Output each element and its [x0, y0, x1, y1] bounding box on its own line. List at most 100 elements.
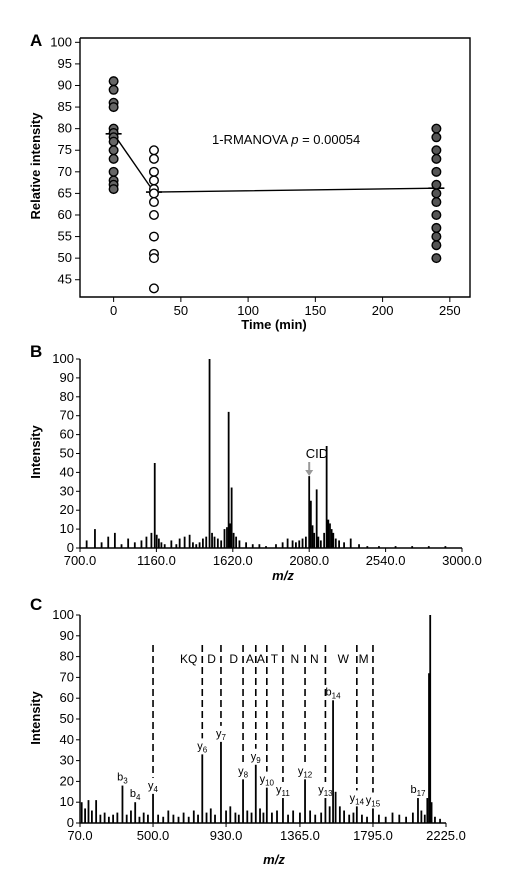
panel-c-ion-label: y11 — [276, 784, 290, 798]
panel-b-xtick-label: 3000.0 — [442, 553, 482, 568]
panel-c-ytick-label: 40 — [60, 732, 74, 747]
panel-c-ytick-label: 50 — [60, 711, 74, 726]
panel-b-ytick-label: 50 — [60, 446, 74, 461]
panel-a: A Relative intensity Time (min) 1-RMANOV… — [28, 31, 471, 332]
panel-b-ylabel: Intensity — [28, 425, 43, 479]
panel-c-ytick-label: 60 — [60, 690, 74, 705]
panel-b-ytick-label: 40 — [60, 464, 74, 479]
panel-b-xtick-label: 2080.0 — [289, 553, 329, 568]
panel-a-annotation: 1-RMANOVA p = 0.00054 — [212, 132, 360, 147]
panel-a-xtick-label: 100 — [237, 303, 259, 318]
panel-c-ion-label: y12 — [298, 765, 313, 779]
panel-a-point — [431, 222, 442, 233]
panel-c-ion-label: b17 — [410, 784, 426, 798]
panel-b-ytick-label: 30 — [60, 483, 74, 498]
panel-c-xtick-label: 2225.0 — [426, 828, 466, 843]
panel-c-residue: D — [229, 652, 238, 666]
panel-c-xtick-label: 500.0 — [137, 828, 170, 843]
panel-b-cid-arrow-head — [305, 470, 314, 476]
panel-a-point — [431, 132, 442, 143]
panel-c-label: C — [30, 595, 42, 614]
panel-c-residue: N — [291, 652, 300, 666]
panel-a-xtick-label: 0 — [110, 303, 117, 318]
panel-a-ytick-label: 45 — [58, 272, 72, 287]
panel-b-ytick-label: 80 — [60, 389, 74, 404]
panel-a-point — [108, 166, 119, 177]
panel-c-ion-label: y8 — [238, 765, 249, 779]
panel-a-ytick-label: 80 — [58, 121, 72, 136]
panel-b-xtick-label: 2540.0 — [366, 553, 406, 568]
panel-a-ytick-label: 90 — [58, 77, 72, 92]
panel-a-ytick-label: 65 — [58, 185, 72, 200]
panel-a-ytick-label: 50 — [58, 250, 72, 265]
panel-a-ytick-label: 75 — [58, 142, 72, 157]
panel-b-ytick-label: 70 — [60, 408, 74, 423]
panel-b: B Intensity m/z CID 0 10 20 30 40 50 60 70 80 90 1… — [28, 342, 482, 583]
panel-a-point — [148, 145, 159, 156]
panel-b-xtick-label: 1620.0 — [213, 553, 253, 568]
panel-a-point — [148, 209, 159, 220]
panel-a-point — [148, 175, 159, 186]
panel-c-ytick-label: 20 — [60, 773, 74, 788]
panel-a-point — [148, 188, 159, 199]
panel-c-residue: M — [359, 652, 369, 666]
panel-b-ytick-label: 60 — [60, 427, 74, 442]
panel-b-ytick-label: 100 — [52, 351, 74, 366]
panel-a-xlabel: Time (min) — [241, 317, 307, 332]
panel-c-residue: A — [246, 652, 254, 666]
panel-a-ytick-label: 60 — [58, 207, 72, 222]
panel-a-point — [431, 197, 442, 208]
panel-b-xtick-label: 1160.0 — [137, 553, 176, 568]
panel-a-point — [431, 145, 442, 156]
panel-c-ytick-label: 100 — [52, 607, 74, 622]
panel-a-point — [108, 153, 119, 164]
panel-c-ion-label: y13 — [318, 784, 333, 798]
panel-c-ytick-label: 80 — [60, 649, 74, 664]
panel-c: C Intensity m/z 0 10 20 30 40 50 60 70 80 90 100 70… — [28, 595, 466, 867]
panel-a-point — [108, 145, 119, 156]
panel-c-ion-label: y9 — [251, 751, 262, 765]
panel-a-ytick-label: 70 — [58, 164, 72, 179]
panel-a-ytick-label: 95 — [58, 56, 72, 71]
panel-a-point — [148, 231, 159, 242]
panel-b-xlabel: m/z — [272, 568, 294, 583]
panel-c-ytick-label: 30 — [60, 753, 74, 768]
panel-a-point — [108, 184, 119, 195]
panel-b-ytick-label: 90 — [60, 370, 74, 385]
panel-c-residue: T — [271, 652, 279, 666]
panel-a-xtick-label: 200 — [372, 303, 394, 318]
panel-c-axes — [79, 615, 446, 824]
panel-c-residue: W — [338, 652, 350, 666]
panel-b-ytick-label: 10 — [60, 521, 74, 536]
panel-a-xtick-label: 150 — [304, 303, 326, 318]
panel-a-xtick-label: 250 — [439, 303, 461, 318]
panel-a-point — [108, 84, 119, 95]
panel-c-ytick-label: 70 — [60, 669, 74, 684]
panel-a-point — [431, 240, 442, 251]
panel-a-ytick-label: 100 — [50, 34, 72, 49]
panel-b-cid-arrow — [305, 462, 314, 476]
panel-b-ytick-label: 0 — [67, 540, 74, 555]
panel-a-point — [148, 253, 159, 264]
panel-b-cid-label: CID — [306, 446, 328, 461]
panel-a-xtick-label: 50 — [174, 303, 188, 318]
panel-c-residue: A — [257, 652, 265, 666]
panel-c-ion-label: b4 — [130, 788, 141, 802]
panel-c-ytick-label: 0 — [67, 815, 74, 830]
panel-c-ylabel: Intensity — [28, 691, 43, 745]
panel-c-xlabel: m/z — [263, 852, 285, 867]
panel-b-xtick-label: 700.0 — [64, 553, 97, 568]
panel-a-ytick-label: 55 — [58, 229, 72, 244]
panel-c-residue: KQ — [180, 652, 197, 666]
panel-c-ion-label: b14 — [326, 686, 342, 700]
panel-a-point — [431, 179, 442, 190]
panel-a-point — [148, 153, 159, 164]
panel-c-xtick-label: 930.0 — [210, 828, 243, 843]
panel-a-point — [431, 166, 442, 177]
panel-a-frame — [79, 37, 471, 298]
panel-a-point — [431, 253, 442, 264]
panel-a-ylabel: Relative intensity — [28, 112, 43, 220]
panel-c-ion-label: y6 — [197, 740, 208, 754]
panel-a-point — [431, 123, 442, 134]
